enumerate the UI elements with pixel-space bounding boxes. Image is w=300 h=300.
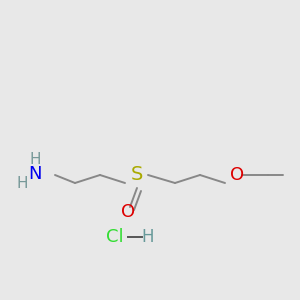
Text: O: O — [121, 203, 135, 221]
Text: Cl: Cl — [106, 228, 124, 246]
Text: S: S — [131, 166, 143, 184]
Text: H: H — [29, 152, 41, 167]
Text: H: H — [16, 176, 28, 190]
Text: N: N — [28, 165, 42, 183]
Text: O: O — [230, 166, 244, 184]
Text: H: H — [142, 228, 154, 246]
